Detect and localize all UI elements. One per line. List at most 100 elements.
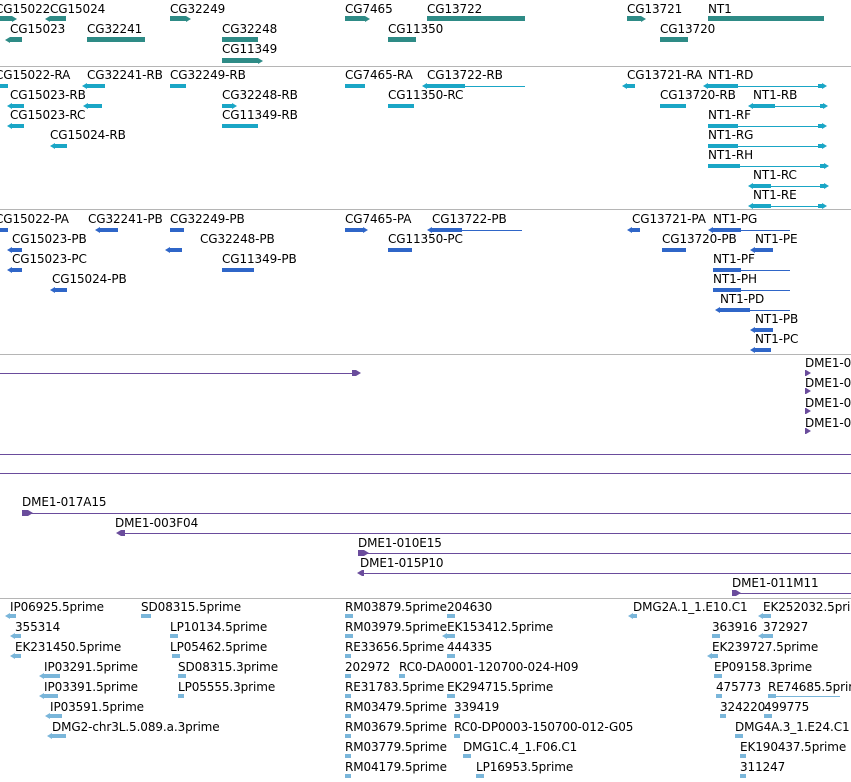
feature-label-dme1-0[interactable]: DME1-0 <box>805 376 851 390</box>
protein-glyph[interactable] <box>7 267 22 273</box>
feature-label-dmg2a-1-1-e10-c1[interactable]: DMG2A.1_1.E10.C1 <box>633 600 748 614</box>
feature-label-cg15023-pb[interactable]: CG15023-PB <box>12 232 87 246</box>
feature-label-cg13722-rb[interactable]: CG13722-RB <box>427 68 503 82</box>
feature-label-cg15024[interactable]: CG15024 <box>50 2 106 16</box>
feature-label-cg32249-pb[interactable]: CG32249-PB <box>170 212 245 226</box>
est-read-glyph[interactable] <box>178 694 184 698</box>
bac-clone-end[interactable] <box>116 530 125 536</box>
gene-glyph[interactable] <box>388 37 416 42</box>
est-read-glyph[interactable] <box>345 734 351 738</box>
est-read-glyph[interactable] <box>716 694 722 698</box>
transcript-glyph[interactable] <box>748 103 775 109</box>
protein-glyph[interactable] <box>222 268 254 272</box>
est-read-glyph[interactable] <box>758 613 771 619</box>
est-read-glyph[interactable] <box>141 614 151 618</box>
feature-label-ip06925-5prime[interactable]: IP06925.5prime <box>10 600 104 614</box>
feature-label-dme1-0[interactable]: DME1-0 <box>805 396 851 410</box>
feature-label-475773[interactable]: 475773 <box>716 680 762 694</box>
bac-clone-end[interactable] <box>357 570 364 576</box>
feature-label-re74685-5prime[interactable]: RE74685.5prime <box>768 680 851 694</box>
est-read-glyph[interactable] <box>170 634 178 638</box>
gene-glyph[interactable] <box>0 15 17 22</box>
bac-clone-end[interactable] <box>352 370 361 376</box>
feature-label-lp16953-5prime[interactable]: LP16953.5prime <box>476 760 574 774</box>
feature-label-rc0-da0001-120700-024-h09[interactable]: RC0-DA0001-120700-024-H09 <box>399 660 579 674</box>
protein-glyph[interactable] <box>388 248 412 252</box>
est-read-glyph[interactable] <box>178 674 186 678</box>
transcript-glyph[interactable] <box>0 84 8 88</box>
feature-label-cg11349-pb[interactable]: CG11349-PB <box>222 252 297 266</box>
protein-glyph[interactable] <box>662 248 686 252</box>
feature-label-sd08315-5prime[interactable]: SD08315.5prime <box>141 600 242 614</box>
feature-label-324220[interactable]: 324220 <box>720 700 766 714</box>
bac-clone-end[interactable] <box>732 590 741 596</box>
feature-label-cg15024-rb[interactable]: CG15024-RB <box>50 128 126 142</box>
est-read-glyph[interactable] <box>39 693 58 699</box>
est-read-glyph[interactable] <box>39 673 60 679</box>
feature-label-cg15022[interactable]: CG15022 <box>0 2 51 16</box>
est-read-glyph[interactable] <box>628 613 637 619</box>
est-read-glyph[interactable] <box>45 713 62 719</box>
est-read-glyph[interactable] <box>345 694 351 698</box>
est-read-glyph[interactable] <box>707 653 718 659</box>
feature-label-cg15023[interactable]: CG15023 <box>10 22 66 36</box>
est-read-glyph[interactable] <box>345 674 351 678</box>
feature-glyph[interactable] <box>818 143 827 149</box>
feature-label-re33656-5prime[interactable]: RE33656.5prime <box>345 640 445 654</box>
feature-label-rm03679-5prime[interactable]: RM03679.5prime <box>345 720 447 734</box>
transcript-glyph[interactable] <box>422 83 465 89</box>
gene-glyph[interactable] <box>170 15 191 22</box>
feature-label-dme1-010e15[interactable]: DME1-010E15 <box>358 536 442 550</box>
feature-label-dme1-0[interactable]: DME1-0 <box>805 416 851 430</box>
feature-label-cg13720-pb[interactable]: CG13720-PB <box>662 232 737 246</box>
feature-label-ip03591-5prime[interactable]: IP03591.5prime <box>50 700 144 714</box>
gene-glyph[interactable] <box>660 37 688 42</box>
protein-glyph[interactable] <box>345 227 368 233</box>
feature-label-dme1-011m11[interactable]: DME1-011M11 <box>732 576 819 590</box>
feature-label-202972[interactable]: 202972 <box>345 660 391 674</box>
feature-label-cg11350-pc[interactable]: CG11350-PC <box>388 232 463 246</box>
feature-label-rc0-dp0003-150700-012-g05[interactable]: RC0-DP0003-150700-012-G05 <box>454 720 634 734</box>
feature-label-rm03879-5prime[interactable]: RM03879.5prime <box>345 600 447 614</box>
gene-glyph[interactable] <box>345 15 370 22</box>
bac-clone-end[interactable] <box>805 370 811 376</box>
feature-label-cg32249[interactable]: CG32249 <box>170 2 226 16</box>
est-read-glyph[interactable] <box>447 694 455 698</box>
feature-label-dme1-017a15[interactable]: DME1-017A15 <box>22 495 107 509</box>
est-read-glyph[interactable] <box>735 734 743 738</box>
feature-label-nt1-ph[interactable]: NT1-PH <box>713 272 757 286</box>
feature-label-lp05462-5prime[interactable]: LP05462.5prime <box>170 640 268 654</box>
est-read-glyph[interactable] <box>345 774 351 778</box>
gene-glyph[interactable] <box>87 37 145 42</box>
feature-label-cg11349-rb[interactable]: CG11349-RB <box>222 108 298 122</box>
feature-label-cg7465[interactable]: CG7465 <box>345 2 393 16</box>
feature-label-cg13721-ra[interactable]: CG13721-RA <box>627 68 703 82</box>
protein-glyph[interactable] <box>750 247 773 253</box>
feature-glyph[interactable] <box>818 123 827 129</box>
feature-label-cg32248-rb[interactable]: CG32248-RB <box>222 88 298 102</box>
feature-label-cg11350-rc[interactable]: CG11350-RC <box>388 88 464 102</box>
feature-label-nt1-rh[interactable]: NT1-RH <box>708 148 754 162</box>
est-read-glyph[interactable] <box>10 653 21 659</box>
protein-glyph[interactable] <box>427 227 462 233</box>
feature-label-dmg2-chr3l-5-089-a-3prime[interactable]: DMG2-chr3L.5.089.a.3prime <box>52 720 220 734</box>
transcript-glyph[interactable] <box>748 203 771 209</box>
feature-label-372927[interactable]: 372927 <box>763 620 809 634</box>
transcript-glyph[interactable] <box>708 124 738 128</box>
est-read-glyph[interactable] <box>463 754 471 758</box>
feature-label-rm03479-5prime[interactable]: RM03479.5prime <box>345 700 447 714</box>
est-read-glyph[interactable] <box>454 714 460 718</box>
feature-glyph[interactable] <box>820 163 829 169</box>
transcript-glyph[interactable] <box>708 164 740 168</box>
feature-label-nt1-pg[interactable]: NT1-PG <box>713 212 758 226</box>
gene-glyph[interactable] <box>427 16 525 21</box>
feature-label-cg11350[interactable]: CG11350 <box>388 22 444 36</box>
protein-glyph[interactable] <box>95 227 118 233</box>
feature-glyph[interactable] <box>818 203 827 209</box>
transcript-glyph[interactable] <box>222 124 258 128</box>
transcript-glyph[interactable] <box>83 103 102 109</box>
bac-clone-end[interactable] <box>805 388 811 394</box>
protein-glyph[interactable] <box>165 247 182 253</box>
feature-label-499775[interactable]: 499775 <box>764 700 810 714</box>
